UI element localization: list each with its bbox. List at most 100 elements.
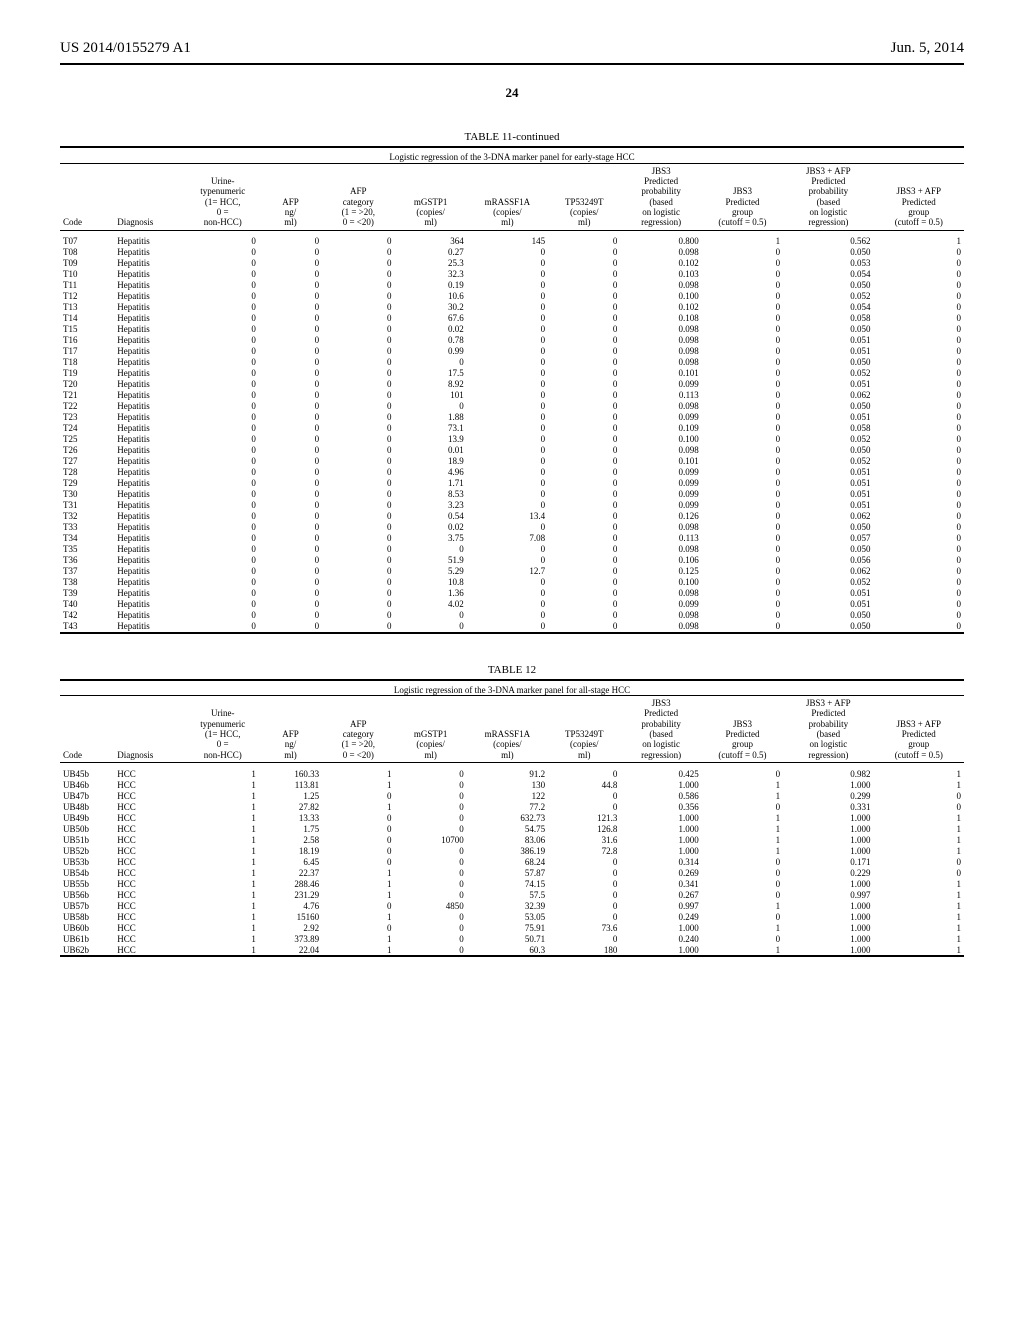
- table-cell: 0.058: [783, 423, 873, 434]
- column-header: AFPng/ml): [259, 696, 322, 763]
- table-cell: 0: [874, 247, 964, 258]
- table-cell: 1: [322, 944, 394, 955]
- table-cell: 1: [187, 834, 259, 845]
- table-cell: 0: [394, 610, 466, 621]
- table-cell: Hepatitis: [114, 456, 186, 467]
- table-cell: 0: [548, 900, 620, 911]
- table-cell: 0.050: [783, 324, 873, 335]
- table-row: T08Hepatitis0000.27000.09800.0500: [60, 247, 964, 258]
- table-cell: Hepatitis: [114, 555, 186, 566]
- table-cell: 0.100: [620, 577, 701, 588]
- table-cell: 0: [548, 790, 620, 801]
- table-cell: Hepatitis: [114, 467, 186, 478]
- table-cell: Hepatitis: [114, 368, 186, 379]
- table-cell: 0: [394, 911, 466, 922]
- table-cell: 160.33: [259, 768, 322, 779]
- table-cell: 0: [548, 588, 620, 599]
- table-cell: 1.000: [620, 922, 701, 933]
- table-cell: 3.23: [394, 500, 466, 511]
- table-cell: 0.098: [620, 247, 701, 258]
- table-cell: 0: [322, 423, 394, 434]
- table-cell: 53.05: [467, 911, 548, 922]
- table-cell: 10700: [394, 834, 466, 845]
- table-row: UB56bHCC1231.291057.500.26700.9971: [60, 889, 964, 900]
- table-cell: 0: [548, 621, 620, 632]
- column-header: Code: [60, 696, 114, 763]
- table-cell: 0.050: [783, 610, 873, 621]
- table-cell: 0: [322, 412, 394, 423]
- table-cell: 0: [467, 445, 548, 456]
- table-row: T16Hepatitis0000.78000.09800.0510: [60, 335, 964, 346]
- table-cell: 0: [394, 812, 466, 823]
- table-cell: 0: [187, 445, 259, 456]
- table-cell: 0: [702, 390, 783, 401]
- table-row: UB61bHCC1373.891050.7100.24001.0001: [60, 933, 964, 944]
- table-cell: 0: [467, 324, 548, 335]
- table-cell: 0.562: [783, 236, 873, 247]
- table-cell: T40: [60, 599, 114, 610]
- table-cell: UB58b: [60, 911, 114, 922]
- table-cell: 1: [187, 845, 259, 856]
- table-cell: 0: [322, 467, 394, 478]
- table-cell: 0: [702, 346, 783, 357]
- table-cell: 0: [187, 412, 259, 423]
- table-cell: 0.106: [620, 555, 701, 566]
- table-cell: T14: [60, 313, 114, 324]
- table-cell: 0: [394, 801, 466, 812]
- table-cell: 0: [187, 500, 259, 511]
- table-cell: Hepatitis: [114, 390, 186, 401]
- table-cell: 0: [467, 390, 548, 401]
- table-cell: 1: [187, 878, 259, 889]
- table-cell: 0: [259, 357, 322, 368]
- table-cell: 1: [874, 768, 964, 779]
- table-cell: 0.098: [620, 588, 701, 599]
- table-cell: 0: [548, 867, 620, 878]
- table-cell: 0.050: [783, 357, 873, 368]
- table-cell: 0: [548, 599, 620, 610]
- table-cell: UB52b: [60, 845, 114, 856]
- table-cell: HCC: [114, 801, 186, 812]
- table-cell: 0: [322, 236, 394, 247]
- column-header: Diagnosis: [114, 696, 186, 763]
- table-cell: Hepatitis: [114, 401, 186, 412]
- table-cell: 0: [394, 944, 466, 955]
- table-cell: 0.02: [394, 324, 466, 335]
- table-cell: 0.249: [620, 911, 701, 922]
- table-cell: HCC: [114, 790, 186, 801]
- table-cell: 0: [187, 522, 259, 533]
- table-cell: T36: [60, 555, 114, 566]
- table-cell: 0: [548, 801, 620, 812]
- table-cell: 0.229: [783, 867, 873, 878]
- table-cell: 1: [322, 878, 394, 889]
- table-cell: 0: [874, 368, 964, 379]
- table-row: UB57bHCC14.760485032.3900.99711.0001: [60, 900, 964, 911]
- table-cell: 6.45: [259, 856, 322, 867]
- table-cell: 0: [394, 867, 466, 878]
- table-cell: 0: [322, 478, 394, 489]
- table-cell: T43: [60, 621, 114, 632]
- table-cell: 18.9: [394, 456, 466, 467]
- table-cell: 1: [187, 823, 259, 834]
- table-cell: 0: [187, 566, 259, 577]
- table-cell: 18.19: [259, 845, 322, 856]
- table-cell: HCC: [114, 779, 186, 790]
- column-header: TP53249T(copies/ml): [548, 163, 620, 230]
- table-cell: 0: [259, 478, 322, 489]
- table-cell: T26: [60, 445, 114, 456]
- table-cell: 1.88: [394, 412, 466, 423]
- table-cell: T32: [60, 511, 114, 522]
- table-row: T10Hepatitis00032.3000.10300.0540: [60, 269, 964, 280]
- table-cell: 1: [702, 779, 783, 790]
- table-cell: 0: [259, 610, 322, 621]
- column-header: JBS3 + AFPPredictedprobability(basedon l…: [783, 696, 873, 763]
- table-cell: 0: [259, 324, 322, 335]
- page-header: US 2014/0155279 A1 Jun. 5, 2014: [60, 40, 964, 57]
- table-cell: 0.01: [394, 445, 466, 456]
- table-cell: 0: [702, 610, 783, 621]
- table-cell: 1.000: [783, 911, 873, 922]
- table-cell: 1.000: [783, 944, 873, 955]
- table-cell: 0: [548, 291, 620, 302]
- table-cell: 0: [548, 423, 620, 434]
- table-cell: 0: [394, 621, 466, 632]
- table-cell: T35: [60, 544, 114, 555]
